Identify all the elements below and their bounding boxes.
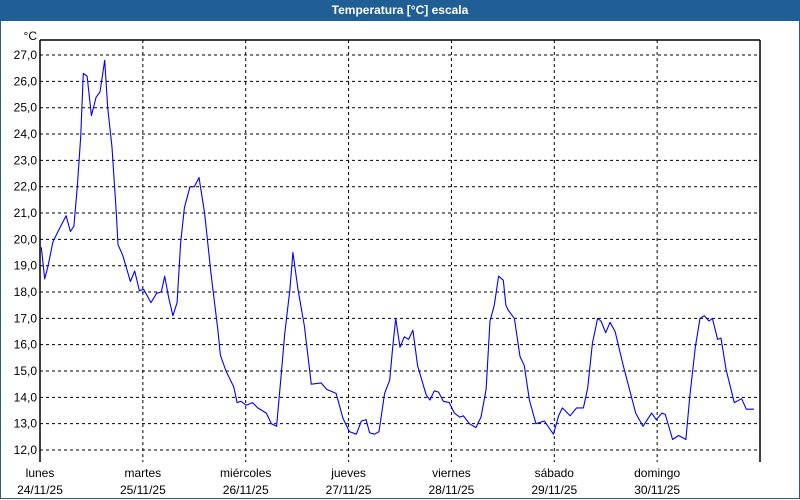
y-tick-label: 16,0 <box>14 338 38 352</box>
y-tick-label: 22,0 <box>14 180 38 194</box>
x-tick-day-label: domingo <box>634 466 680 480</box>
y-tick-label: 15,0 <box>14 364 38 378</box>
y-axis-unit-label: °C <box>24 29 38 43</box>
x-tick-date-label: 27/11/25 <box>326 483 372 497</box>
x-tick-date-label: 25/11/25 <box>120 483 166 497</box>
y-tick-label: 27,0 <box>14 48 38 62</box>
y-tick-label: 21,0 <box>14 206 38 220</box>
temperature-line <box>40 59 754 441</box>
y-tick-label: 25,0 <box>14 101 38 115</box>
y-tick-label: 17,0 <box>14 311 38 325</box>
x-tick-day-label: viernes <box>432 466 471 480</box>
y-tick-label: 18,0 <box>14 285 38 299</box>
x-tick-day-label: sábado <box>535 466 575 480</box>
x-tick-date-label: 24/11/25 <box>17 483 63 497</box>
x-tick-day-label: martes <box>125 466 162 480</box>
y-tick-label: 14,0 <box>14 390 38 404</box>
y-tick-label: 13,0 <box>14 417 38 431</box>
y-tick-label: 12,0 <box>14 443 38 457</box>
x-tick-day-label: jueves <box>330 466 366 480</box>
x-tick-day-label: lunes <box>26 466 55 480</box>
x-tick-date-label: 28/11/25 <box>429 483 475 497</box>
y-tick-label: 24,0 <box>14 127 38 141</box>
y-tick-label: 23,0 <box>14 153 38 167</box>
y-tick-label: 26,0 <box>14 74 38 88</box>
chart-title-bar: Temperatura [°C] escala <box>0 0 800 21</box>
x-tick-date-label: 30/11/25 <box>634 483 680 497</box>
x-tick-day-label: miércoles <box>220 466 271 480</box>
y-tick-label: 19,0 <box>14 259 38 273</box>
x-tick-date-label: 29/11/25 <box>531 483 577 497</box>
x-tick-date-label: 26/11/25 <box>223 483 269 497</box>
y-tick-label: 20,0 <box>14 232 38 246</box>
